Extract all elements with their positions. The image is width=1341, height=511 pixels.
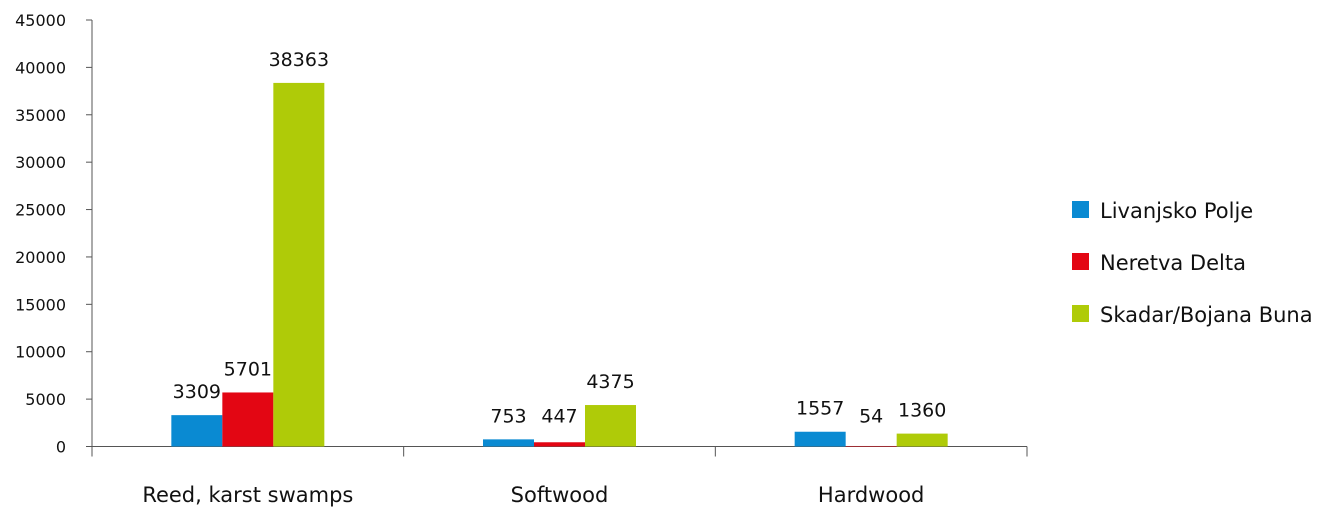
y-tick-label: 35000 — [15, 106, 66, 125]
bar — [222, 392, 274, 447]
legend-label: Neretva Delta — [1100, 251, 1246, 275]
y-tick-label: 20000 — [15, 248, 66, 267]
legend-label: Livanjsko Polje — [1100, 199, 1253, 223]
data-label: 1557 — [796, 398, 844, 420]
y-tick-label: 25000 — [15, 201, 66, 220]
y-tick-label: 40000 — [15, 58, 66, 77]
y-tick-label: 5000 — [25, 390, 66, 409]
data-label: 447 — [541, 406, 577, 428]
legend-swatch — [1072, 305, 1089, 322]
bar — [896, 433, 948, 447]
y-tick-label: 10000 — [15, 343, 66, 362]
bar — [534, 442, 585, 447]
y-tick-label: 30000 — [15, 153, 66, 172]
y-tick-label: 45000 — [15, 11, 66, 30]
bar — [794, 431, 846, 447]
y-tick-label: 15000 — [15, 295, 66, 314]
x-category-label: Softwood — [511, 483, 609, 507]
bar — [171, 415, 223, 447]
data-label: 3309 — [173, 381, 221, 403]
data-label: 4375 — [586, 371, 634, 393]
legend-swatch — [1072, 201, 1089, 218]
data-label: 1360 — [898, 400, 946, 422]
data-label: 54 — [859, 406, 883, 428]
x-category-label: Hardwood — [818, 483, 924, 507]
bar — [273, 82, 325, 447]
y-tick-label: 0 — [56, 438, 66, 457]
legend-label: Skadar/Bojana Buna — [1100, 303, 1313, 327]
bar — [845, 445, 897, 447]
data-label: 753 — [490, 405, 526, 427]
x-category-label: Reed, karst swamps — [142, 483, 353, 507]
bar — [585, 405, 636, 447]
data-label: 5701 — [224, 358, 272, 380]
legend-swatch — [1072, 253, 1089, 270]
bar — [483, 439, 534, 447]
data-label: 38363 — [269, 49, 329, 71]
